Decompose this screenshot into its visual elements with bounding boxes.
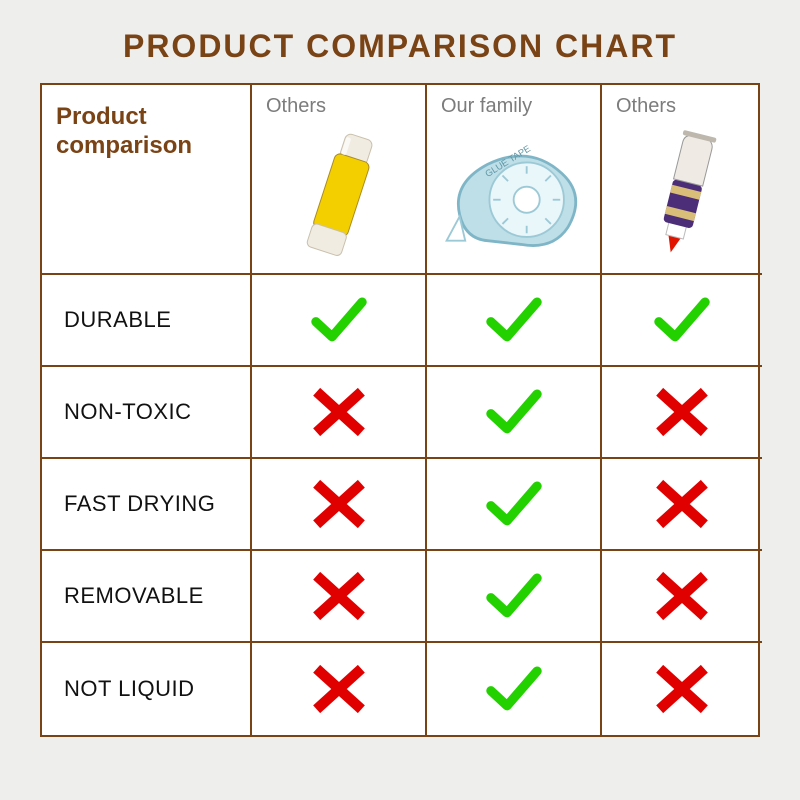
check-cell	[427, 367, 602, 459]
cross-icon	[652, 663, 712, 715]
check-cell	[602, 275, 762, 367]
column-label: Our family	[441, 95, 532, 118]
feature-label: DURABLE	[42, 275, 252, 367]
cross-icon	[309, 386, 369, 438]
cross-cell	[252, 551, 427, 643]
corner-heading: Product comparison	[42, 85, 252, 275]
cross-cell	[252, 643, 427, 735]
comparison-table: Product comparison Others Our family	[40, 83, 760, 737]
check-cell	[252, 275, 427, 367]
column-head-2: Others	[602, 85, 762, 275]
check-cell	[427, 459, 602, 551]
glue-stick-icon	[301, 126, 381, 266]
check-icon	[484, 386, 544, 438]
cross-cell	[252, 459, 427, 551]
check-cell	[427, 275, 602, 367]
cross-cell	[602, 643, 762, 735]
check-icon	[484, 570, 544, 622]
cross-cell	[602, 551, 762, 643]
cross-icon	[652, 386, 712, 438]
cross-icon	[309, 663, 369, 715]
check-icon	[484, 478, 544, 530]
feature-label: REMOVABLE	[42, 551, 252, 643]
glue-tape-roller-icon: GLUE TAPE	[441, 126, 590, 266]
column-label: Others	[616, 95, 676, 118]
check-icon	[309, 294, 369, 346]
check-icon	[484, 663, 544, 715]
check-cell	[427, 551, 602, 643]
cross-icon	[309, 570, 369, 622]
chart-title: PRODUCT COMPARISON CHART	[123, 28, 677, 65]
product-image-glue-stick	[266, 124, 415, 267]
column-label: Others	[266, 95, 326, 118]
feature-label: NOT LIQUID	[42, 643, 252, 735]
feature-label: NON-TOXIC	[42, 367, 252, 459]
product-image-glue-tape: GLUE TAPE	[441, 124, 590, 267]
product-image-glue-tube	[616, 124, 752, 274]
cross-icon	[652, 570, 712, 622]
corner-line1: Product	[56, 103, 147, 132]
cross-icon	[652, 478, 712, 530]
check-icon	[652, 294, 712, 346]
cross-cell	[602, 459, 762, 551]
corner-line2: comparison	[56, 132, 192, 161]
cross-icon	[309, 478, 369, 530]
glue-tube-icon	[639, 124, 729, 274]
check-icon	[484, 294, 544, 346]
column-head-1: Our family	[427, 85, 602, 275]
cross-cell	[252, 367, 427, 459]
cross-cell	[602, 367, 762, 459]
column-head-0: Others	[252, 85, 427, 275]
check-cell	[427, 643, 602, 735]
feature-label: FAST DRYING	[42, 459, 252, 551]
